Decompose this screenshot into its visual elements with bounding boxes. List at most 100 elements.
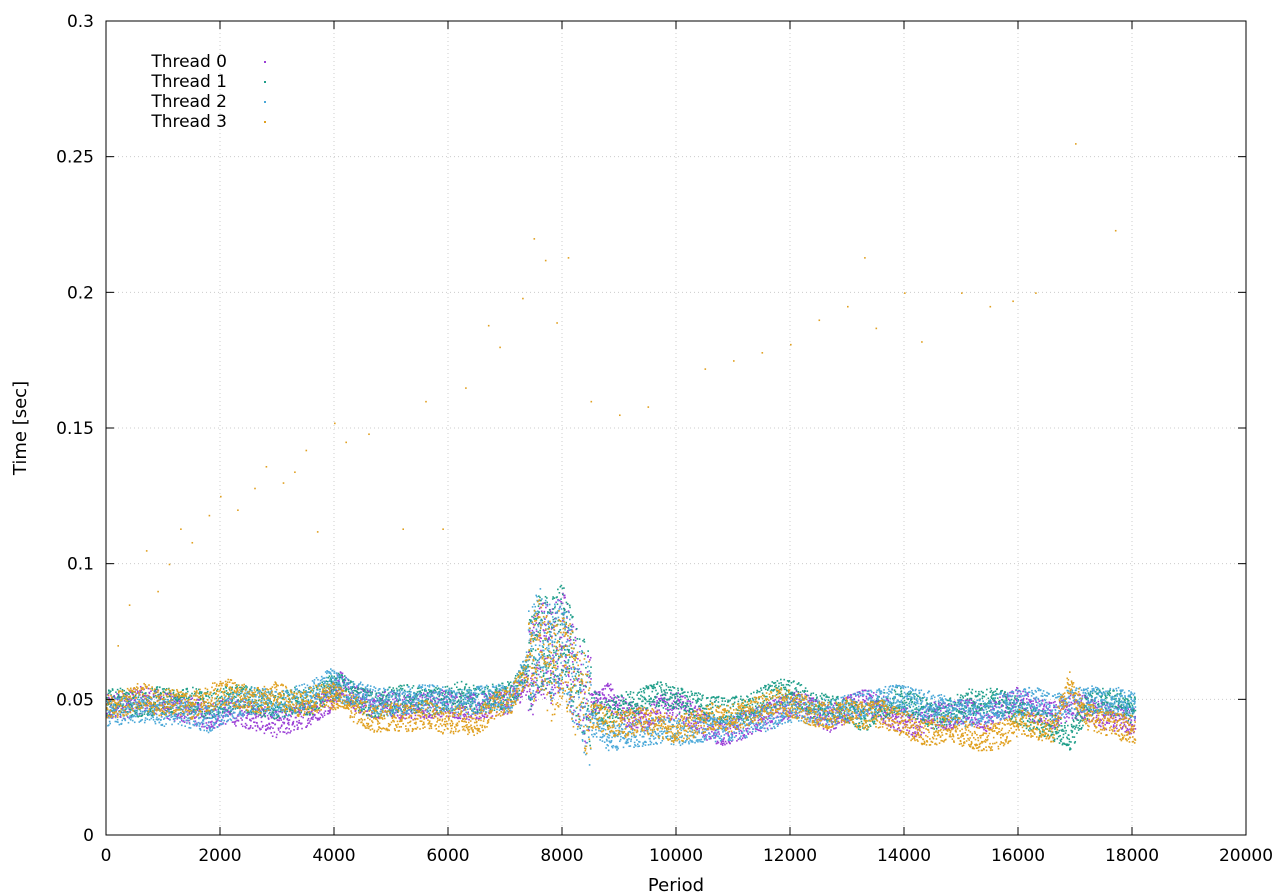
data-point: [231, 700, 233, 703]
data-point: [1045, 701, 1048, 704]
data-point: [1099, 718, 1101, 721]
data-point: [916, 731, 919, 734]
data-point: [529, 640, 532, 643]
data-point: [333, 700, 336, 702]
data-point: [1030, 711, 1033, 714]
data-point: [900, 729, 902, 732]
data-point: [334, 684, 337, 686]
data-point: [1085, 696, 1087, 698]
data-point: [557, 598, 559, 601]
data-point: [475, 717, 477, 720]
data-point: [349, 681, 351, 684]
data-point: [593, 700, 596, 703]
data-point: [151, 714, 154, 717]
data-point: [218, 724, 221, 727]
data-point: [429, 709, 432, 712]
data-point: [566, 666, 568, 668]
data-point: [395, 704, 398, 707]
data-point: [183, 696, 185, 699]
data-point: [491, 715, 494, 717]
data-point: [1125, 720, 1128, 723]
data-point: [206, 716, 208, 719]
data-point: [527, 709, 530, 712]
data-point: [635, 710, 637, 713]
data-point: [222, 716, 224, 719]
data-point: [385, 704, 387, 707]
data-point: [716, 740, 719, 743]
data-point: [457, 699, 460, 702]
data-point: [687, 723, 689, 725]
data-point: [393, 713, 395, 715]
data-point: [653, 704, 656, 706]
data-point: [607, 682, 609, 685]
data-point: [652, 701, 655, 703]
data-point: [828, 712, 830, 714]
data-point: [1075, 717, 1078, 720]
data-point: [456, 700, 459, 703]
data-point: [706, 739, 708, 741]
data-point: [920, 733, 922, 736]
data-point: [208, 724, 210, 727]
data-point: [427, 698, 430, 701]
data-point: [230, 710, 232, 713]
data-point: [991, 722, 993, 725]
data-point: [569, 693, 572, 696]
data-point: [765, 703, 768, 706]
data-point: [251, 705, 254, 708]
data-point: [405, 699, 408, 702]
data-point: [944, 710, 947, 713]
data-point: [424, 709, 426, 712]
data-point: [115, 691, 117, 693]
data-point: [773, 700, 776, 702]
data-point: [927, 720, 930, 722]
data-point: [391, 692, 394, 695]
data-point: [1092, 718, 1094, 720]
data-point: [609, 700, 611, 702]
data-point: [153, 690, 156, 692]
data-point: [550, 613, 553, 615]
data-point: [414, 717, 416, 720]
data-point: [797, 702, 800, 705]
data-point: [1038, 721, 1041, 723]
data-point: [1059, 710, 1061, 713]
data-point: [1013, 706, 1016, 708]
data-point: [561, 649, 563, 651]
data-point: [152, 696, 155, 698]
data-point: [556, 648, 558, 651]
data-point: [918, 721, 921, 723]
data-point: [168, 691, 171, 694]
data-point: [418, 690, 420, 693]
data-point: [279, 706, 282, 709]
data-point: [128, 704, 131, 706]
data-point: [369, 691, 372, 694]
data-point: [244, 725, 246, 728]
data-point: [552, 673, 555, 675]
data-point: [586, 716, 589, 719]
data-point: [215, 697, 218, 700]
data-point: [398, 717, 401, 719]
data-point: [226, 709, 229, 712]
data-point: [712, 726, 715, 728]
data-point: [443, 696, 446, 698]
data-point: [224, 686, 227, 688]
data-point: [990, 701, 992, 704]
data-point: [1121, 716, 1124, 718]
data-point: [183, 721, 186, 723]
data-point: [195, 724, 198, 727]
data-point: [1072, 712, 1075, 715]
data-point: [676, 707, 678, 710]
data-point: [858, 691, 861, 693]
data-point: [1033, 719, 1035, 722]
data-point: [1112, 724, 1115, 726]
data-point: [543, 610, 546, 613]
data-point: [168, 714, 171, 717]
data-point: [296, 711, 299, 713]
data-point: [460, 704, 463, 706]
data-point: [415, 693, 418, 695]
data-point: [1096, 714, 1098, 717]
data-point: [484, 713, 487, 716]
data-point: [722, 740, 725, 742]
data-point: [155, 686, 158, 689]
data-point: [438, 698, 440, 701]
data-point: [686, 709, 689, 712]
